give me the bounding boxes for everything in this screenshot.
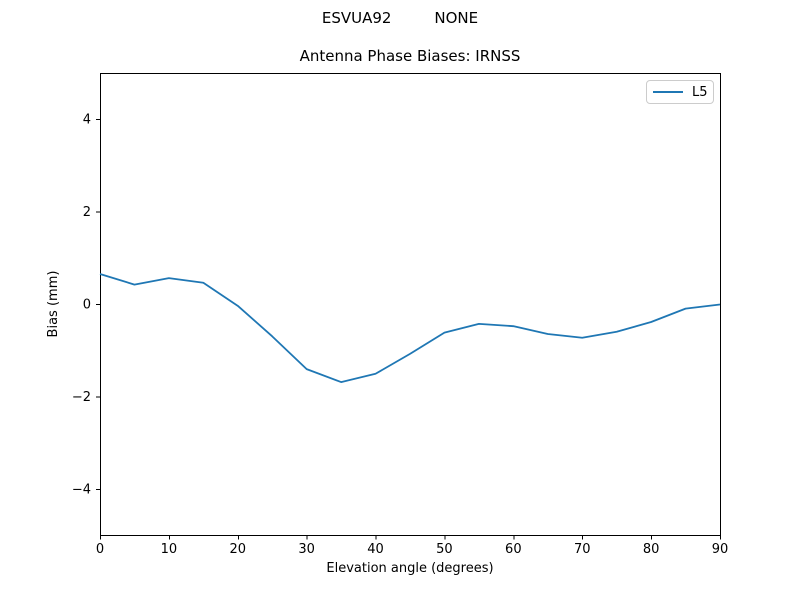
axes-spines [100, 73, 721, 536]
y-axis-label: Bias (mm) [46, 271, 61, 338]
axes-title: Antenna Phase Biases: IRNSS [299, 47, 521, 65]
legend: L5 [646, 80, 714, 104]
series-line-L5 [99, 273, 721, 383]
y-tick-label: 0 [83, 298, 91, 313]
y-tick-label: 2 [83, 205, 91, 220]
x-axis-label: Elevation angle (degrees) [326, 561, 493, 576]
y-tick-label: −4 [72, 482, 91, 497]
x-tick-label: 40 [367, 542, 384, 557]
x-tick-label: 80 [643, 542, 660, 557]
legend-label: L5 [692, 84, 708, 100]
figure-suptitle: ESVUA92 NONE [321, 9, 479, 27]
x-tick-label: 20 [230, 542, 247, 557]
x-tick-label: 90 [712, 542, 729, 557]
x-tick-label: 10 [161, 542, 178, 557]
x-tick-label: 30 [298, 542, 315, 557]
y-tick-label: −2 [72, 390, 91, 405]
legend-line-sample [653, 91, 683, 93]
y-tick-label: 4 [83, 113, 91, 128]
x-tick-label: 60 [505, 542, 522, 557]
x-tick-label: 70 [574, 542, 591, 557]
x-tick-label: 0 [96, 542, 104, 557]
x-tick-label: 50 [436, 542, 453, 557]
